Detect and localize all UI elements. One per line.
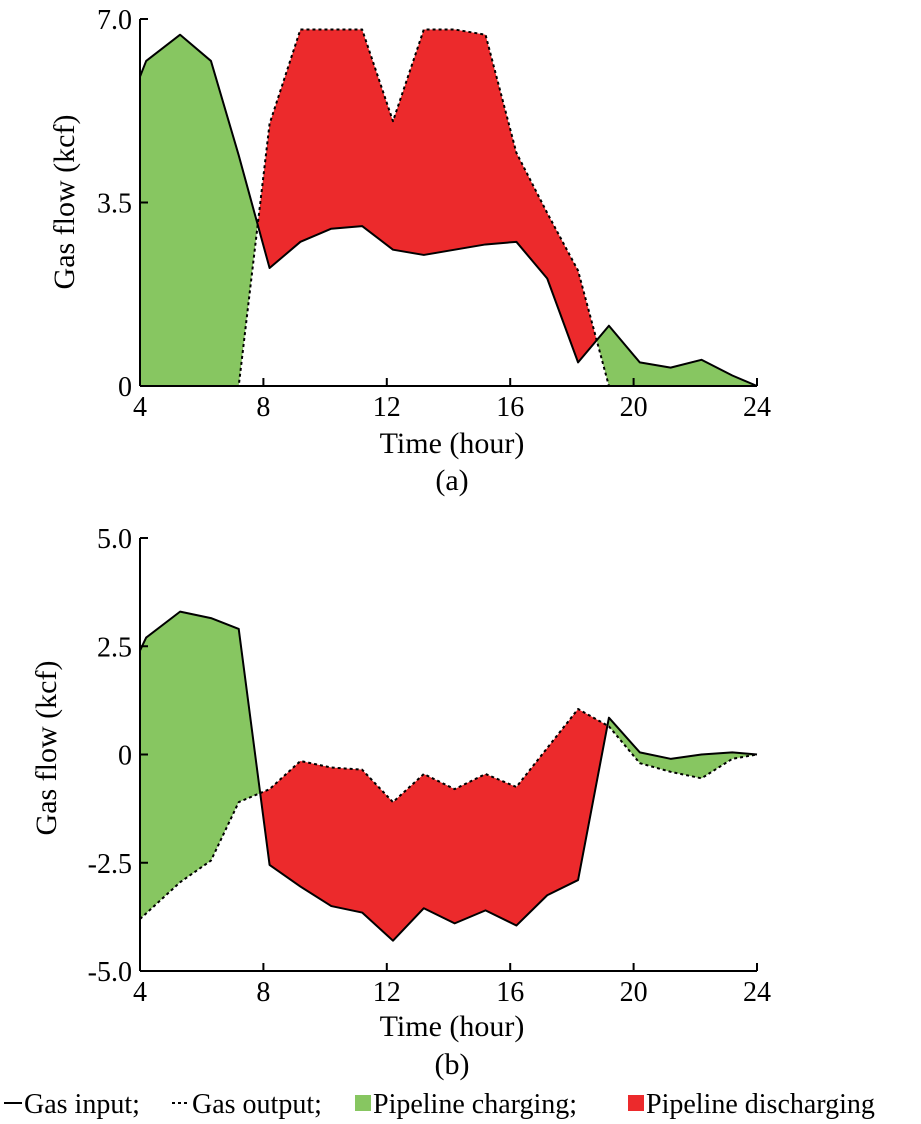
panel-b-ylabel: Gas flow (kcf) [30,661,63,836]
y-tick-label: 2.5 [97,632,132,663]
discharging-region-1 [257,29,597,363]
charging-region-0 [140,611,261,920]
x-tick-label: 12 [373,392,401,423]
x-tick-label: 24 [743,392,771,423]
panel-a-axes: 4 8 12 16 20 24 0 3.5 7.0 [97,5,771,423]
x-tick-label: 20 [620,392,648,423]
x-tick-label: 4 [133,977,147,1008]
charging-region-0 [140,34,258,386]
legend-output-label: Gas output; [192,1089,322,1120]
y-tick-label: -2.5 [88,849,132,880]
x-tick-label: 12 [373,977,401,1008]
panel-a: 4 8 12 16 20 24 0 3.5 7.0 Gas flow (kcf) Time (h… [48,5,771,497]
charging-region-2 [596,325,757,386]
panel-a-xlabel: Time (hour) [380,427,525,460]
y-tick-label: 7.0 [97,5,132,36]
x-tick-label: 4 [133,392,147,423]
legend-charging-swatch [355,1095,371,1111]
x-tick-label: 16 [496,392,524,423]
discharging-region-1 [260,709,608,941]
y-tick-label: 3.5 [97,189,132,220]
panel-b-lines [139,610,758,942]
y-tick-label: 5.0 [97,524,132,555]
panel-b-axes: 4 8 12 16 20 24 -5.0 -2.5 0 2.5 5.0 [88,524,771,1008]
panel-b-xlabel: Time (hour) [380,1010,525,1043]
x-tick-label: 16 [496,977,524,1008]
gas-input-line [139,33,758,387]
panel-a-ylabel: Gas flow (kcf) [48,115,81,290]
charging-region-2 [607,717,757,779]
y-tick-label: -5.0 [88,957,132,988]
panel-b-caption: (b) [435,1048,470,1081]
legend-charging-label: Pipeline charging; [373,1089,577,1120]
x-tick-label: 20 [620,977,648,1008]
legend-input-label: Gas input; [24,1089,140,1120]
gas-input-line [139,610,758,942]
legend-discharging-label: Pipeline discharging [646,1089,875,1120]
panel-b: 4 8 12 16 20 24 -5.0 -2.5 0 2.5 5.0 Gas flow (kcf)… [30,524,771,1081]
panel-b-fills [140,611,757,941]
gas-output-line [139,708,758,920]
legend-discharging-swatch [628,1095,644,1111]
x-tick-label: 24 [743,977,771,1008]
x-tick-label: 8 [256,392,270,423]
panel-a-caption: (a) [435,464,468,497]
legend: Gas input; Gas output; Pipeline charging… [4,1089,875,1120]
panel-a-fills [140,29,757,386]
y-tick-label: 0 [118,372,132,403]
y-tick-label: 0 [118,741,132,772]
panel-a-lines [139,28,758,387]
x-tick-label: 8 [256,977,270,1008]
